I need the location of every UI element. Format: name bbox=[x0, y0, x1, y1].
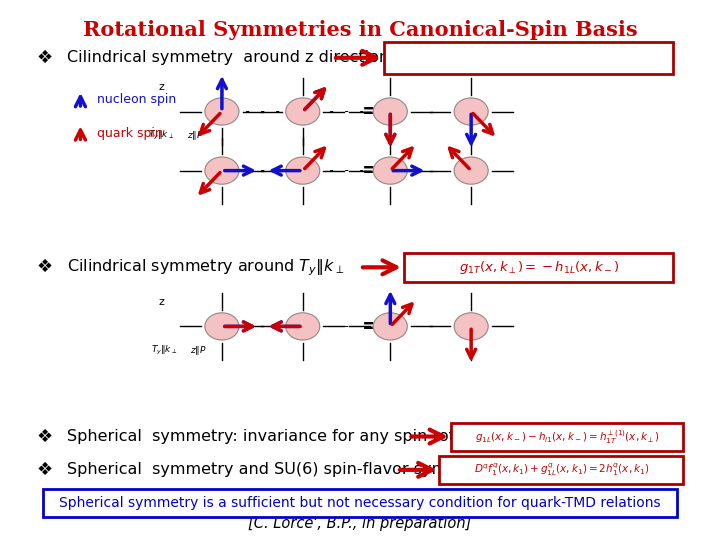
Circle shape bbox=[374, 157, 408, 184]
Circle shape bbox=[205, 98, 239, 125]
Text: z: z bbox=[158, 297, 164, 307]
Text: ❖: ❖ bbox=[37, 461, 53, 479]
Text: $z \| P$: $z \| P$ bbox=[190, 344, 207, 357]
Text: =: = bbox=[362, 161, 378, 180]
Circle shape bbox=[374, 98, 408, 125]
Text: - - -: - - - bbox=[243, 105, 281, 118]
Text: quark spin: quark spin bbox=[97, 126, 163, 139]
Circle shape bbox=[205, 313, 239, 340]
Text: $z \| P$: $z \| P$ bbox=[186, 129, 203, 142]
FancyBboxPatch shape bbox=[43, 489, 677, 517]
Text: $D^q f_1^q(x,k_1) + g_{1L}^q(x,k_1) = 2h_1^q(x,k_1)$: $D^q f_1^q(x,k_1) + g_{1L}^q(x,k_1) = 2h… bbox=[474, 462, 649, 478]
Circle shape bbox=[286, 313, 320, 340]
Circle shape bbox=[454, 313, 488, 340]
Circle shape bbox=[454, 157, 488, 184]
Text: [C. Lorce', B.P., in preparation]: [C. Lorce', B.P., in preparation] bbox=[248, 516, 472, 531]
Text: Spherical  symmetry and SU(6) spin-flavor symmetry: Spherical symmetry and SU(6) spin-flavor… bbox=[67, 462, 495, 477]
Text: - - -: - - - bbox=[328, 320, 365, 333]
FancyBboxPatch shape bbox=[404, 253, 673, 282]
Text: Spherical symmetry is a sufficient but not necessary condition for quark-TMD rel: Spherical symmetry is a sufficient but n… bbox=[59, 496, 661, 510]
Text: ❖: ❖ bbox=[37, 428, 53, 445]
Text: Cilindrical symmetry  around z direction: Cilindrical symmetry around z direction bbox=[67, 50, 389, 65]
Text: - - -: - - - bbox=[243, 164, 281, 177]
Circle shape bbox=[205, 157, 239, 184]
Text: =: = bbox=[362, 317, 378, 336]
Circle shape bbox=[286, 98, 320, 125]
Text: - - -: - - - bbox=[243, 320, 281, 333]
Circle shape bbox=[454, 98, 488, 125]
Circle shape bbox=[286, 157, 320, 184]
Text: $T_y \| k_\perp$: $T_y \| k_\perp$ bbox=[151, 344, 178, 357]
Text: =: = bbox=[362, 102, 378, 121]
Text: Cilindrical symmetry around $T_y \| k_\perp$: Cilindrical symmetry around $T_y \| k_\p… bbox=[67, 257, 344, 278]
Text: $g_{1T}(x,k_\perp) = -h_{1L}(x,k_-)$: $g_{1T}(x,k_\perp) = -h_{1L}(x,k_-)$ bbox=[459, 259, 620, 276]
FancyBboxPatch shape bbox=[384, 42, 673, 74]
Text: $g_{1L}(x,k_-) - h_{i1}(x,k_-) = h_{1T}^{\perp(1)}(x,k_\perp)$: $g_{1L}(x,k_-) - h_{i1}(x,k_-) = h_{1T}^… bbox=[475, 428, 660, 446]
Text: ❖: ❖ bbox=[37, 258, 53, 276]
Text: - - -: - - - bbox=[328, 105, 365, 118]
Text: $T_y \| k_\perp$: $T_y \| k_\perp$ bbox=[148, 129, 174, 142]
FancyBboxPatch shape bbox=[439, 456, 683, 484]
Text: Spherical  symmetry: invariance for any spin rotation: Spherical symmetry: invariance for any s… bbox=[67, 429, 495, 444]
FancyBboxPatch shape bbox=[451, 423, 683, 451]
Text: nucleon spin: nucleon spin bbox=[97, 93, 176, 106]
Text: Rotational Symmetries in Canonical-Spin Basis: Rotational Symmetries in Canonical-Spin … bbox=[83, 20, 637, 40]
Text: - - -: - - - bbox=[328, 164, 365, 177]
Circle shape bbox=[374, 313, 408, 340]
Text: z: z bbox=[158, 82, 164, 92]
Text: ❖: ❖ bbox=[37, 49, 53, 67]
